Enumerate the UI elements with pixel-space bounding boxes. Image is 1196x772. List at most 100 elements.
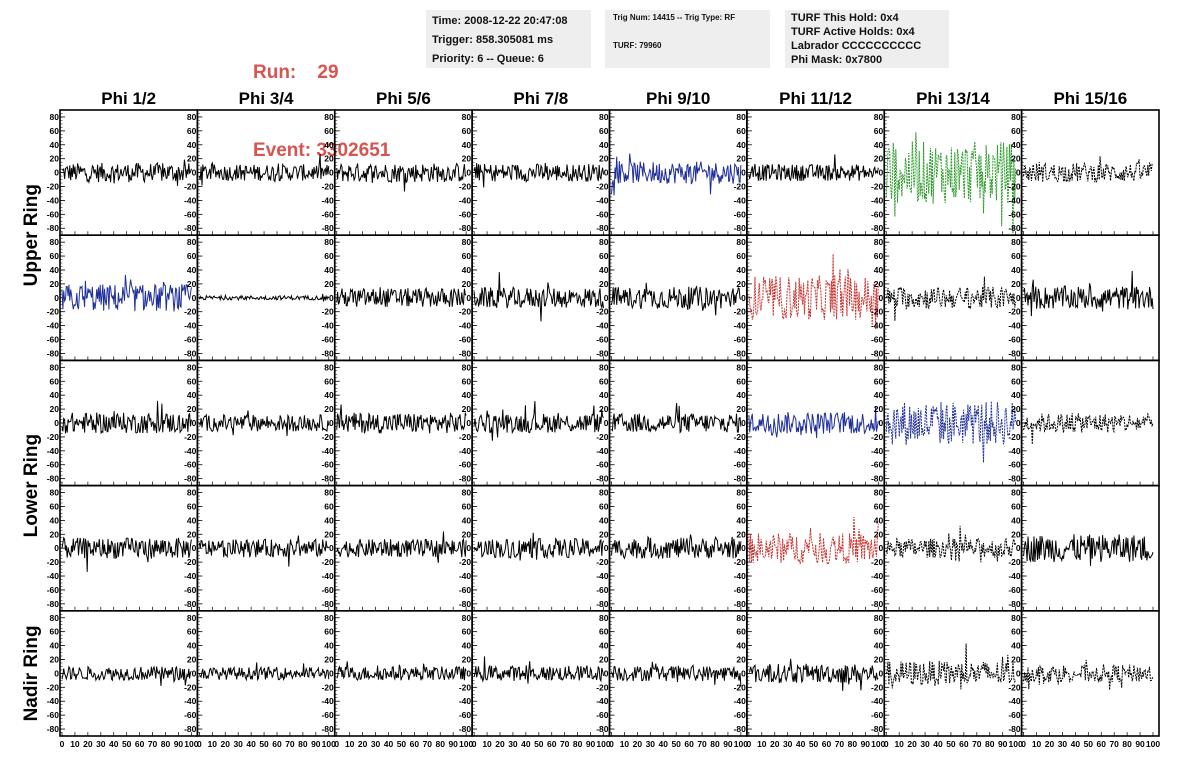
- x-tick-label: 20: [221, 739, 231, 749]
- y-tick-label: -80: [596, 348, 609, 358]
- y-tick-label: 20: [50, 404, 60, 414]
- y-tick-label: 0: [54, 293, 59, 303]
- trig-num-text: Trig Num: 14415 -- Trig Type: RF: [613, 13, 736, 22]
- column-header: Phi 11/12: [779, 89, 852, 108]
- y-tick-label: -40: [321, 571, 334, 581]
- y-tick-label: 0: [192, 168, 197, 178]
- x-tick-label: 20: [495, 739, 505, 749]
- y-tick-label: -60: [734, 209, 747, 219]
- y-tick-label: 80: [462, 488, 472, 498]
- y-tick-label: -40: [596, 446, 609, 456]
- y-tick-label: 0: [879, 418, 884, 428]
- y-tick-label: -20: [734, 682, 747, 692]
- waveform-trace: [1023, 659, 1154, 690]
- x-tick-label: 10: [208, 739, 218, 749]
- waveform-trace: [611, 153, 742, 196]
- y-tick-label: 60: [736, 627, 746, 637]
- y-tick-label: 60: [187, 251, 197, 261]
- x-tick-label: 60: [547, 739, 557, 749]
- x-tick-label: 20: [633, 739, 643, 749]
- y-tick-label: -40: [459, 446, 472, 456]
- y-tick-label: -20: [47, 682, 60, 692]
- y-tick-label: -20: [596, 432, 609, 442]
- waveform-trace: [748, 658, 879, 691]
- y-tick-label: 20: [599, 529, 609, 539]
- y-tick-label: -60: [734, 335, 747, 345]
- y-tick-label: -80: [459, 724, 472, 734]
- x-tick-label: 10: [482, 739, 492, 749]
- y-tick-label: -60: [871, 335, 884, 345]
- x-tick-label: 60: [684, 739, 694, 749]
- y-tick-label: -40: [734, 571, 747, 581]
- waveform-trace: [885, 525, 1017, 563]
- y-tick-label: -80: [1008, 348, 1021, 358]
- waveform-trace: [473, 272, 604, 322]
- y-tick-label: -40: [184, 696, 197, 706]
- y-tick-label: 0: [741, 293, 746, 303]
- y-tick-label: 60: [462, 501, 472, 511]
- y-tick-label: 60: [874, 251, 884, 261]
- y-tick-label: 20: [599, 654, 609, 664]
- y-tick-label: -60: [734, 585, 747, 595]
- y-tick-label: 60: [874, 501, 884, 511]
- y-tick-label: -40: [596, 696, 609, 706]
- x-tick-label: 90: [1135, 739, 1145, 749]
- x-tick-label: 100: [871, 739, 885, 749]
- column-header: Phi 3/4: [239, 89, 294, 108]
- x-tick-label: 30: [783, 739, 793, 749]
- x-tick-label: 100: [459, 739, 473, 749]
- y-tick-label: 40: [462, 515, 472, 525]
- y-tick-label: -60: [1008, 710, 1021, 720]
- waveform-trace: [473, 532, 604, 561]
- y-tick-label: 40: [599, 515, 609, 525]
- event-label: Event:: [253, 140, 312, 161]
- x-tick-label: 90: [448, 739, 458, 749]
- x-tick-label: 70: [285, 739, 295, 749]
- y-tick-label: -80: [871, 474, 884, 484]
- x-tick-label: 30: [920, 739, 930, 749]
- y-tick-label: -60: [184, 585, 197, 595]
- waveform-trace: [1023, 156, 1154, 184]
- panel-frame: [59, 609, 199, 737]
- y-tick-label: 60: [462, 376, 472, 386]
- turf-info-box: TURF This Hold: 0x4 TURF Active Holds: 0…: [785, 10, 949, 68]
- y-tick-label: -80: [596, 223, 609, 233]
- y-tick-label: -40: [459, 195, 472, 205]
- y-tick-label: 40: [187, 265, 197, 275]
- y-tick-label: 0: [329, 543, 334, 553]
- x-tick-label: 80: [848, 739, 858, 749]
- turf-hold-text: TURF This Hold: 0x4: [791, 12, 899, 24]
- y-tick-label: 60: [324, 376, 334, 386]
- y-tick-label: 60: [874, 627, 884, 637]
- y-tick-label: -20: [47, 182, 60, 192]
- x-tick-label: 50: [397, 739, 407, 749]
- y-tick-label: 40: [324, 390, 334, 400]
- y-tick-label: 0: [54, 418, 59, 428]
- y-tick-label: -80: [184, 348, 197, 358]
- y-tick-label: -20: [871, 432, 884, 442]
- y-tick-label: -60: [459, 209, 472, 219]
- y-tick-label: -80: [1008, 223, 1021, 233]
- waveform-trace: [61, 665, 192, 686]
- waveform-trace: [885, 132, 1017, 234]
- y-tick-label: -40: [734, 696, 747, 706]
- y-tick-label: 40: [324, 641, 334, 651]
- x-tick-label: 50: [259, 739, 269, 749]
- waveform-trace: [198, 293, 330, 302]
- y-tick-label: 20: [324, 529, 334, 539]
- y-tick-label: -80: [184, 724, 197, 734]
- x-tick-label: 80: [573, 739, 583, 749]
- y-tick-label: -20: [184, 432, 197, 442]
- y-tick-label: -20: [1008, 557, 1021, 567]
- y-tick-label: -80: [47, 223, 60, 233]
- y-tick-label: 20: [324, 654, 334, 664]
- y-tick-label: -80: [459, 348, 472, 358]
- y-tick-label: -40: [184, 321, 197, 331]
- y-tick-label: 80: [324, 112, 334, 122]
- y-tick-label: -20: [1008, 307, 1021, 317]
- y-tick-label: 80: [324, 362, 334, 372]
- y-tick-label: 80: [874, 237, 884, 247]
- x-tick-label: 20: [358, 739, 368, 749]
- y-tick-label: 40: [1011, 390, 1021, 400]
- y-tick-label: -60: [459, 460, 472, 470]
